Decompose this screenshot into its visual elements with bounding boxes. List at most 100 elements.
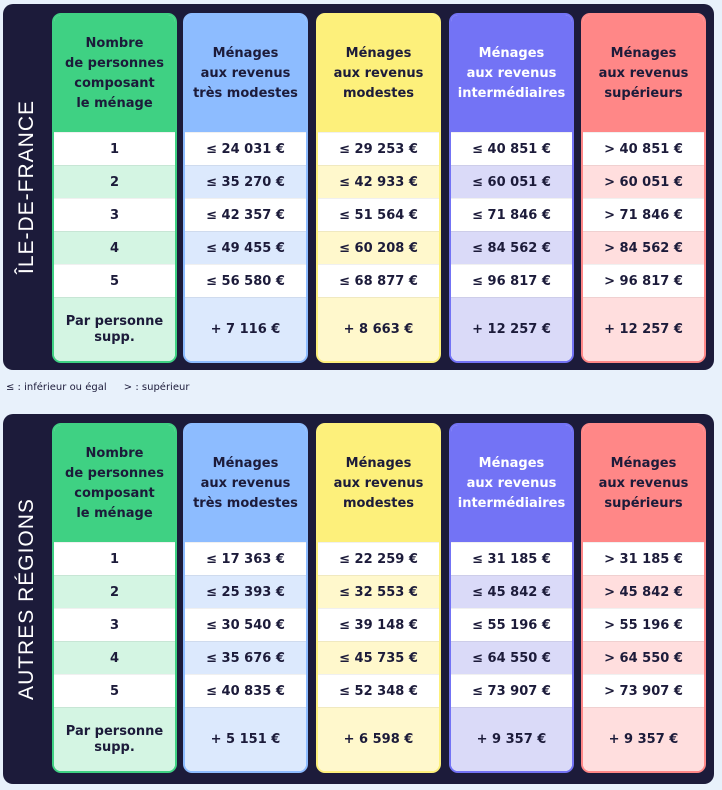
cell-per-extra-person: + 12 257 €: [451, 297, 572, 361]
column-header: Ménages aux revenus modestes: [318, 425, 439, 542]
column-superieurs: Ménages aux revenus supérieurs > 40 851 € > …: [581, 13, 706, 363]
header-line: Ménages: [478, 45, 545, 61]
cell-row-3: > 71 846 €: [583, 198, 704, 231]
column-superieurs: Ménages aux revenus supérieurs > 31 185 € > …: [581, 423, 706, 773]
column-modestes: Ménages aux revenus modestes ≤ 22 259 € ≤ 32…: [316, 423, 441, 773]
cell-row-1: ≤ 31 185 €: [451, 542, 572, 575]
header-line: de personnes: [65, 465, 164, 481]
header-line: modestes: [342, 85, 415, 101]
header-line: Ménages: [212, 455, 279, 471]
column-header: Nombre de personnes composant le ménage: [54, 15, 175, 132]
header-line: Nombre: [85, 445, 144, 461]
cell-row-1: ≤ 40 851 €: [451, 132, 572, 165]
cell-row-5: > 96 817 €: [583, 264, 704, 297]
header-line: très modestes: [193, 495, 298, 511]
cell-row-3: ≤ 30 540 €: [185, 608, 306, 641]
header-line: aux revenus: [466, 65, 557, 81]
header-line: le ménage: [76, 95, 153, 111]
region-label: AUTRES RÉGIONS: [15, 498, 38, 700]
ile-de-france-table: ÎLE-DE-FRANCE Nombre de personnes composan…: [3, 4, 714, 370]
column-header: Ménages aux revenus modestes: [318, 15, 439, 132]
cell-row-3: ≤ 42 357 €: [185, 198, 306, 231]
column-persons: Nombre de personnes composant le ménage 1 2 3 4…: [52, 13, 177, 363]
header-line: composant: [74, 485, 155, 501]
autres-regions-table: AUTRES RÉGIONS Nombre de personnes composa…: [3, 414, 714, 784]
header-line: supérieurs: [604, 495, 683, 511]
header-line: Nombre: [85, 35, 144, 51]
cell-row-3: 3: [54, 198, 175, 231]
cell-row-5: ≤ 40 835 €: [185, 674, 306, 707]
header-line: aux revenus: [200, 475, 291, 491]
cell-row-2: ≤ 25 393 €: [185, 575, 306, 608]
cell-row-5: ≤ 56 580 €: [185, 264, 306, 297]
cell-row-2: ≤ 42 933 €: [318, 165, 439, 198]
column-header: Nombre de personnes composant le ménage: [54, 425, 175, 542]
cell-row-2: ≤ 35 270 €: [185, 165, 306, 198]
header-line: Ménages: [212, 45, 279, 61]
cell-row-5: ≤ 52 348 €: [318, 674, 439, 707]
cell-row-5: > 73 907 €: [583, 674, 704, 707]
cell-row-5: 5: [54, 264, 175, 297]
header-line: aux revenus: [333, 475, 424, 491]
legend-le: ≤ : inférieur ou égal: [6, 382, 107, 393]
column-header: Ménages aux revenus supérieurs: [583, 425, 704, 542]
column-header: Ménages aux revenus intermédiaires: [451, 425, 572, 542]
header-line: intermédiaires: [457, 85, 566, 101]
header-line: aux revenus: [466, 475, 557, 491]
cell-per-extra-person: + 12 257 €: [583, 297, 704, 361]
column-modestes: Ménages aux revenus modestes ≤ 29 253 € ≤ 42…: [316, 13, 441, 363]
cell-per-extra-person: Par personne supp.: [54, 297, 175, 361]
cell-row-5: ≤ 73 907 €: [451, 674, 572, 707]
cell-row-4: > 84 562 €: [583, 231, 704, 264]
region-label: ÎLE-DE-FRANCE: [15, 99, 38, 275]
header-line: Ménages: [610, 45, 677, 61]
header-line: très modestes: [193, 85, 298, 101]
cell-row-4: 4: [54, 641, 175, 674]
header-line: Ménages: [345, 45, 412, 61]
column-tres-modestes: Ménages aux revenus très modestes ≤ 24 031 …: [183, 13, 308, 363]
cell-row-1: ≤ 29 253 €: [318, 132, 439, 165]
cell-row-2: ≤ 32 553 €: [318, 575, 439, 608]
cell-row-2: 2: [54, 165, 175, 198]
header-line: de personnes: [65, 55, 164, 71]
column-header: Ménages aux revenus très modestes: [185, 425, 306, 542]
header-line: aux revenus: [598, 475, 689, 491]
cell-row-5: 5: [54, 674, 175, 707]
cell-per-extra-person: Par personne supp.: [54, 707, 175, 771]
cell-row-4: 4: [54, 231, 175, 264]
cell-row-4: ≤ 35 676 €: [185, 641, 306, 674]
cell-row-1: 1: [54, 132, 175, 165]
header-line: aux revenus: [598, 65, 689, 81]
cell-per-extra-person: + 7 116 €: [185, 297, 306, 361]
cell-per-extra-person: + 8 663 €: [318, 297, 439, 361]
legend: ≤ : inférieur ou égal > : supérieur: [6, 382, 203, 393]
cell-per-extra-person: + 6 598 €: [318, 707, 439, 771]
cell-per-extra-person: + 9 357 €: [583, 707, 704, 771]
header-line: intermédiaires: [457, 495, 566, 511]
column-intermediaires: Ménages aux revenus intermédiaires ≤ 40 851…: [449, 13, 574, 363]
header-line: composant: [74, 75, 155, 91]
cell-row-2: > 45 842 €: [583, 575, 704, 608]
cell-row-1: ≤ 17 363 €: [185, 542, 306, 575]
column-header: Ménages aux revenus supérieurs: [583, 15, 704, 132]
cell-row-2: > 60 051 €: [583, 165, 704, 198]
cell-row-1: 1: [54, 542, 175, 575]
column-intermediaires: Ménages aux revenus intermédiaires ≤ 31 185…: [449, 423, 574, 773]
cell-row-4: ≤ 49 455 €: [185, 231, 306, 264]
header-line: le ménage: [76, 505, 153, 521]
cell-row-1: > 31 185 €: [583, 542, 704, 575]
cell-row-4: ≤ 64 550 €: [451, 641, 572, 674]
cell-row-2: ≤ 60 051 €: [451, 165, 572, 198]
header-line: Ménages: [610, 455, 677, 471]
cell-row-4: > 64 550 €: [583, 641, 704, 674]
cell-row-3: > 55 196 €: [583, 608, 704, 641]
cell-row-3: ≤ 39 148 €: [318, 608, 439, 641]
cell-row-2: ≤ 45 842 €: [451, 575, 572, 608]
cell-row-1: ≤ 22 259 €: [318, 542, 439, 575]
cell-row-4: ≤ 45 735 €: [318, 641, 439, 674]
column-tres-modestes: Ménages aux revenus très modestes ≤ 17 363 …: [183, 423, 308, 773]
cell-per-extra-person: + 9 357 €: [451, 707, 572, 771]
cell-row-4: ≤ 84 562 €: [451, 231, 572, 264]
cell-row-4: ≤ 60 208 €: [318, 231, 439, 264]
cell-row-2: 2: [54, 575, 175, 608]
